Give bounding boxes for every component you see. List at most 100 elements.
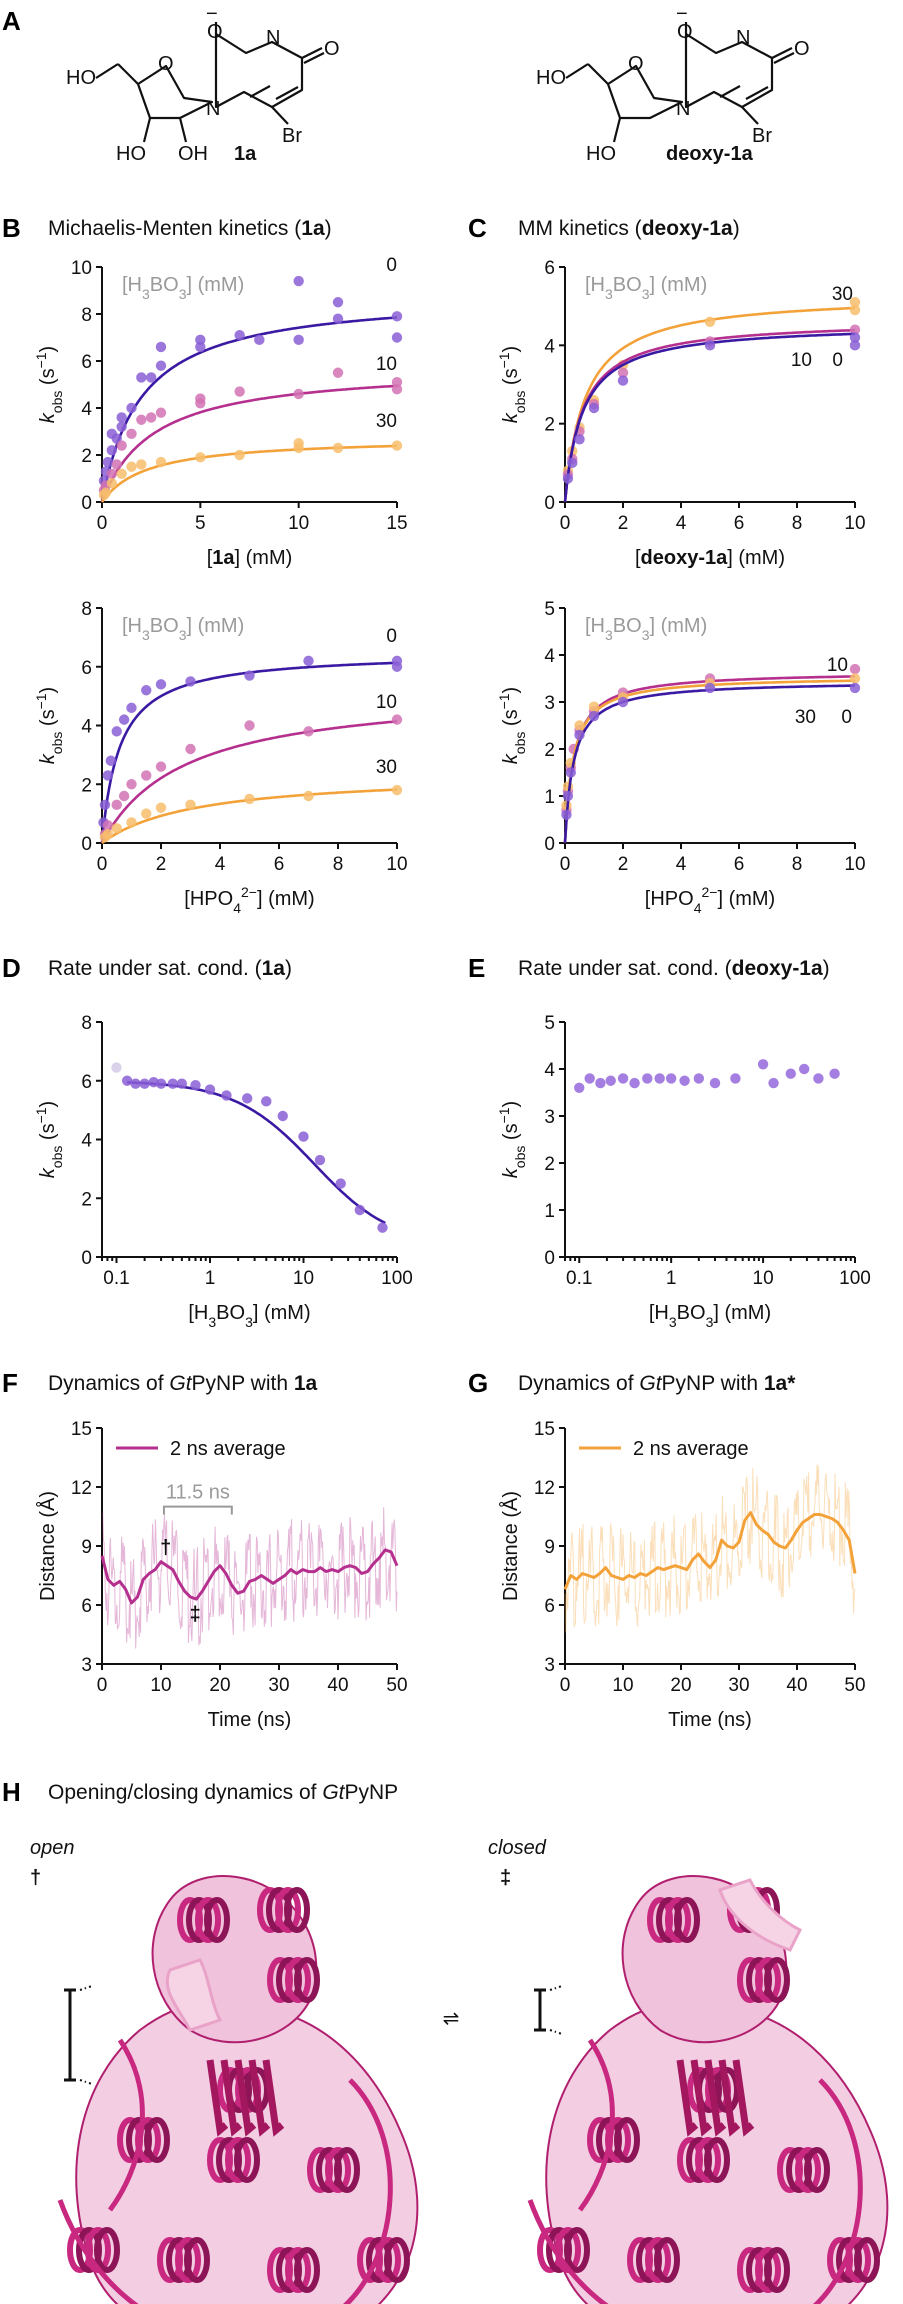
data-point-B1-10 xyxy=(111,459,122,470)
equilibrium-arrows: ⇌ xyxy=(443,2008,460,2030)
data-point-B1-0 xyxy=(195,334,206,346)
data-point-C1-0 xyxy=(849,340,861,351)
alpha-helix xyxy=(94,2227,120,2273)
data-point-B1-30 xyxy=(391,440,403,451)
sugar-ring xyxy=(606,64,684,120)
x-tick-label-C1: 4 xyxy=(676,513,687,534)
y-tick-label-F: 9 xyxy=(81,1537,92,1558)
data-point-B1-30 xyxy=(293,442,304,454)
beta-strand xyxy=(220,2059,243,2137)
y-tick-label-G: 12 xyxy=(534,1478,555,1499)
y-tick-label-C2: 3 xyxy=(544,693,555,714)
data-point-B1-30 xyxy=(106,478,118,489)
y-tick-label-B2: 4 xyxy=(81,717,92,738)
distance-bracket-dots xyxy=(549,1985,563,2035)
y-tick-label-C1: 4 xyxy=(544,336,555,357)
alpha-helix xyxy=(764,1957,790,2003)
x-axis-label-B1: [1a] (mM) xyxy=(207,547,293,569)
data-point-B2-0 xyxy=(155,679,167,690)
data-point-B1-10 xyxy=(116,440,127,451)
data-point-C2-0 xyxy=(617,696,629,708)
data-point-B1-0 xyxy=(391,311,403,322)
y-tick-label-G: 9 xyxy=(544,1537,555,1558)
hydroxyl-label: OH xyxy=(178,143,208,165)
data-point-B1-30 xyxy=(195,452,206,463)
data-point-C1-0 xyxy=(617,375,629,386)
panel-letter-E: E xyxy=(468,953,485,983)
y-tick-label-B1: 8 xyxy=(81,305,92,326)
x-tick-label-B2: 6 xyxy=(274,854,285,875)
average-trace-F xyxy=(100,1548,399,1605)
x-axis-label-E: [H3BO3] (mM) xyxy=(649,1302,771,1330)
panel-title-D: Rate under sat. cond. (1a) xyxy=(48,957,292,980)
x-tick-label-C1: 6 xyxy=(734,513,745,534)
panel-letter-H: H xyxy=(2,1777,21,1807)
data-point-E xyxy=(629,1077,640,1089)
data-point-B2-30 xyxy=(111,823,122,834)
nitrogen-label: N xyxy=(736,27,750,49)
x-tick-label-B1: 15 xyxy=(386,513,407,534)
x-tick-label-B1: 0 xyxy=(97,513,108,534)
x-tick-label-E: 100 xyxy=(839,1268,871,1289)
data-point-D xyxy=(377,1222,388,1233)
y-tick-label-D: 6 xyxy=(81,1072,92,1093)
x-tick-label-F: 20 xyxy=(209,1675,230,1696)
y-tick-label-B2: 0 xyxy=(81,834,92,855)
data-point-B2-0 xyxy=(111,726,122,737)
fit-curve-B1-0 xyxy=(100,316,398,503)
protein-structure-closed xyxy=(527,1875,889,2304)
data-point-D xyxy=(261,1096,272,1107)
data-point-D xyxy=(190,1079,201,1091)
data-point-D xyxy=(221,1090,232,1101)
data-point-D xyxy=(277,1110,288,1122)
data-point-B1-0 xyxy=(116,412,127,423)
fit-curve-B1-10 xyxy=(100,384,398,503)
panel-title-E: Rate under sat. cond. (deoxy-1a) xyxy=(518,957,830,980)
data-point-B1-30 xyxy=(126,461,137,472)
data-point-B1-30 xyxy=(116,468,127,479)
data-point-E xyxy=(813,1073,824,1084)
alpha-helix xyxy=(225,2137,251,2183)
data-point-C1-0 xyxy=(849,332,861,343)
bromine-label: Br xyxy=(282,125,302,147)
y-tick-label-F: 12 xyxy=(71,1478,92,1499)
nitrogen-label: N xyxy=(266,27,280,49)
state-mark-open: † xyxy=(30,1867,41,1889)
data-point-B2-10 xyxy=(391,714,403,725)
data-point-B2-30 xyxy=(391,784,403,796)
double-bond xyxy=(719,85,769,100)
y-tick-label-E: 2 xyxy=(544,1154,555,1175)
data-point-B1-0 xyxy=(332,313,344,324)
panel-letter-C: C xyxy=(468,213,487,243)
y-axis-label-C1: kobs (s−1) xyxy=(496,346,528,423)
x-tick-label-G: 30 xyxy=(728,1675,749,1696)
y-tick-label-B1: 2 xyxy=(81,446,92,467)
oxygen-label: O xyxy=(324,38,340,60)
data-point-C1-0 xyxy=(704,340,716,351)
flexible-lid xyxy=(165,1958,223,2032)
data-point-B2-0 xyxy=(118,714,130,725)
x-axis-label-C1: [deoxy-1a] (mM) xyxy=(635,547,785,569)
data-point-B1-0 xyxy=(332,297,344,308)
alpha-helix xyxy=(285,2247,311,2293)
data-point-C2-30 xyxy=(574,720,585,731)
alpha-helix xyxy=(674,1897,700,1943)
y-tick-label-G: 15 xyxy=(534,1419,555,1440)
loop-region xyxy=(57,2038,393,2304)
loop-region xyxy=(527,2038,863,2304)
x-tick-label-G: 10 xyxy=(612,1675,633,1696)
fit-curve-B2-10 xyxy=(100,720,398,844)
data-point-B2-30 xyxy=(102,828,114,840)
data-point-B1-10 xyxy=(391,384,403,395)
y-tick-label-E: 4 xyxy=(544,1060,555,1081)
data-point-E xyxy=(757,1059,769,1070)
data-point-B1-0 xyxy=(155,360,167,371)
data-point-B1-10 xyxy=(155,407,167,418)
data-point-C1-30 xyxy=(849,297,861,308)
panel-letter-F: F xyxy=(2,1368,18,1398)
data-point-D xyxy=(130,1078,141,1089)
data-point-D xyxy=(314,1154,326,1166)
data-point-E xyxy=(679,1075,690,1086)
bond xyxy=(587,63,609,85)
